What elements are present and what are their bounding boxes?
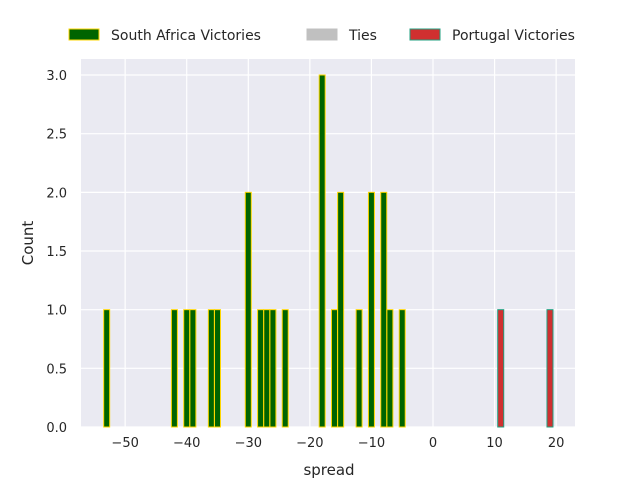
bar [281, 309, 289, 428]
legend-swatch [409, 28, 441, 41]
bar [170, 309, 178, 428]
bar [189, 309, 197, 428]
x-axis-label: spread [303, 461, 354, 479]
legend-swatch [306, 28, 338, 41]
y-tick-label: 1.5 [46, 245, 67, 260]
bar [103, 309, 111, 428]
bar [318, 74, 326, 428]
bar [386, 309, 394, 428]
y-tick-label: 0.5 [46, 362, 67, 377]
legend-swatch [68, 28, 100, 41]
x-tick-label: −30 [235, 436, 262, 451]
y-axis-label: Count [19, 221, 37, 266]
legend: South Africa Victories Ties Portugal Victo… [68, 28, 575, 44]
y-tick-label: 1.0 [46, 304, 67, 319]
x-tick-label: −50 [111, 436, 138, 451]
bar [207, 309, 215, 428]
y-tick-label: 0.0 [46, 421, 67, 436]
bar [214, 309, 222, 428]
y-tick-label: 2.5 [46, 128, 67, 143]
x-tick-label: 20 [548, 436, 565, 451]
legend-label: Ties [348, 28, 377, 44]
bar [263, 309, 271, 428]
plot-area [81, 59, 575, 427]
y-tick-label: 3.0 [46, 69, 67, 84]
x-tick-label: 0 [429, 436, 437, 451]
bar [398, 309, 406, 428]
bar [355, 309, 363, 428]
bar [337, 191, 345, 428]
y-tick-label: 2.0 [46, 186, 67, 201]
bar [380, 191, 388, 428]
x-tick-label: 10 [486, 436, 503, 451]
legend-label: Portugal Victories [452, 28, 575, 44]
bar [183, 309, 191, 428]
bar [330, 309, 338, 428]
bar [257, 309, 265, 428]
x-tick-label: −20 [296, 436, 323, 451]
x-tick-label: −10 [358, 436, 385, 451]
legend-label: South Africa Victories [111, 28, 261, 44]
bar [244, 191, 252, 428]
bar [269, 309, 277, 428]
x-tick-label: −40 [173, 436, 200, 451]
bar [367, 191, 375, 428]
bar [546, 309, 554, 428]
bar [497, 309, 505, 428]
